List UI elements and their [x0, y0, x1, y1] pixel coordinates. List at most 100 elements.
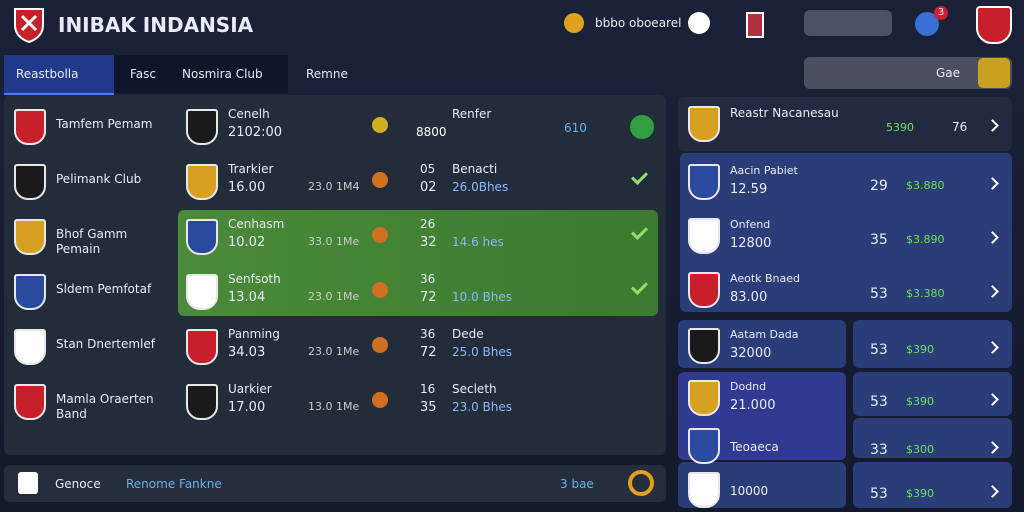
- odds: 23.0 1M4: [308, 180, 360, 193]
- points: 26: [420, 217, 436, 231]
- club-value: 83.00: [730, 290, 768, 305]
- title: INIBAK INDANSIA: [58, 13, 254, 37]
- crest: [14, 274, 46, 310]
- score: 32: [420, 235, 437, 250]
- crest: [14, 329, 46, 365]
- rank: 53: [870, 286, 888, 302]
- icon[interactable]: [688, 12, 710, 34]
- score: 72: [420, 290, 437, 305]
- money: 8800: [416, 125, 447, 139]
- profile[interactable]: [804, 10, 892, 36]
- club-value: 21.000: [730, 398, 776, 413]
- points: 05: [420, 162, 436, 176]
- crest: [186, 384, 218, 420]
- card: [853, 372, 1012, 416]
- status-icon: [372, 227, 388, 243]
- money: 26.0Bhes: [452, 180, 509, 194]
- status-icon: [372, 392, 388, 408]
- odds: 13.0 1Me: [308, 400, 360, 413]
- score: 72: [420, 345, 437, 360]
- rank: 76: [952, 120, 968, 134]
- crest: [688, 472, 720, 508]
- play-button[interactable]: [630, 115, 654, 139]
- rank: 33: [870, 442, 888, 458]
- search-box[interactable]: [804, 57, 1012, 89]
- highlight: [178, 210, 658, 316]
- footer-link[interactable]: Renome Fankne: [126, 477, 222, 491]
- club-value: 12800: [730, 236, 772, 251]
- crest: [14, 219, 46, 255]
- club-value: 32000: [730, 346, 772, 361]
- tab-label[interactable]: Remne: [306, 67, 348, 81]
- money: 14.6 hes: [452, 235, 504, 249]
- opponent: Uarkier: [228, 382, 272, 396]
- footer-label: Genoce: [55, 477, 101, 491]
- club-name: Reastr Nacanesau: [730, 106, 839, 120]
- extra: 610: [564, 121, 587, 135]
- search-button[interactable]: [978, 58, 1010, 88]
- search-button[interactable]: [628, 470, 654, 496]
- club-name: Dodnd: [730, 380, 767, 393]
- opponent: Senfsoth: [228, 272, 281, 286]
- crest: [688, 380, 720, 416]
- team-name: Pelimank Club: [56, 172, 142, 186]
- tab-label[interactable]: Fasc: [130, 67, 157, 81]
- rank: 35: [870, 232, 888, 248]
- tab-label[interactable]: Nosmira Club: [182, 67, 263, 81]
- club-name: Aatam Dada: [730, 328, 799, 341]
- score: 35: [420, 400, 437, 415]
- club-name: Aacin Pabiet: [730, 164, 798, 177]
- tab-label[interactable]: Reastbolla: [16, 67, 79, 81]
- stat: Secleth: [452, 382, 497, 396]
- coins: bbbo oboearel: [595, 16, 682, 30]
- points: 36: [420, 327, 436, 341]
- rank: 53: [870, 486, 888, 502]
- club-value: 12.59: [730, 182, 768, 197]
- team-name: Sldem Pemfotaf: [56, 282, 152, 296]
- price: $3.880: [906, 179, 945, 192]
- rank: 53: [870, 394, 888, 410]
- tab[interactable]: [4, 55, 114, 95]
- club-name: Teoaeca: [730, 440, 779, 454]
- badge: 3: [934, 6, 948, 20]
- card: [678, 97, 1012, 151]
- points: 16: [420, 382, 436, 396]
- price: $300: [906, 443, 934, 456]
- time: 2102:00: [228, 125, 283, 140]
- team-name: Tamfem Pemam: [56, 117, 153, 131]
- time: 10.02: [228, 235, 266, 250]
- crest: [14, 164, 46, 200]
- money: 23.0 Bhes: [452, 400, 513, 414]
- coin-icon: [564, 13, 584, 33]
- crest: [186, 329, 218, 365]
- status-icon: [372, 337, 388, 353]
- club-name: 10000: [730, 484, 769, 498]
- club-name: Onfend: [730, 218, 771, 231]
- crest: [14, 384, 46, 420]
- crest: [186, 274, 218, 310]
- price: $3.380: [906, 287, 945, 300]
- money: 25.0 Bhes: [452, 345, 513, 359]
- stat: Benacti: [452, 162, 498, 176]
- card: [853, 462, 1012, 508]
- team-name: Stan Dnertemlef: [56, 337, 155, 351]
- crest: [688, 218, 720, 254]
- opponent: Trarkier: [228, 162, 274, 176]
- time: 13.04: [228, 290, 266, 305]
- card: [680, 153, 1012, 312]
- opponent: Cenelh: [228, 107, 270, 121]
- club-crest: [976, 6, 1012, 44]
- crest: [688, 106, 720, 142]
- icon[interactable]: [746, 12, 764, 38]
- card: [853, 320, 1012, 368]
- crest: [688, 164, 720, 200]
- crest: [688, 428, 720, 464]
- status-icon: [372, 282, 388, 298]
- footer-bar: [4, 465, 666, 502]
- crest: [186, 219, 218, 255]
- stat: Dede: [452, 327, 484, 341]
- stat: Renfer: [452, 107, 492, 121]
- price: 5390: [886, 121, 914, 134]
- rank: 29: [870, 178, 888, 194]
